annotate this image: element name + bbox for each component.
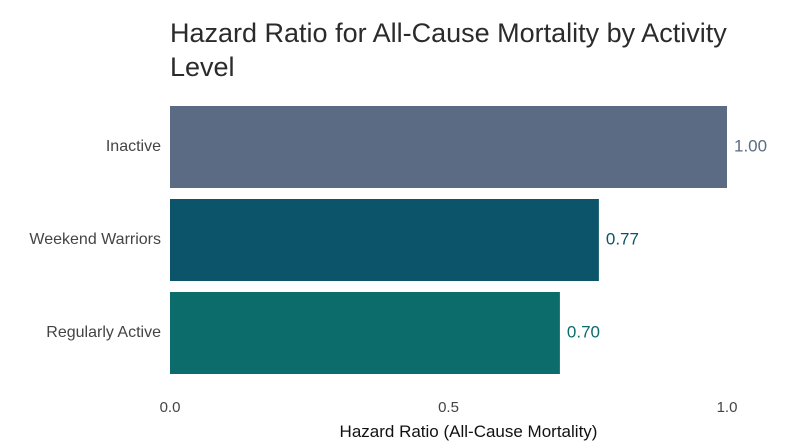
bars-group [170,106,727,374]
category-labels: Inactive Weekend Warriors Regularly Active [29,138,161,341]
x-tick-label: 0.0 [160,399,181,416]
x-tick-label: 0.5 [438,399,459,416]
value-label-weekend-warriors: 0.77 [606,229,639,248]
value-label-inactive: 1.00 [734,136,767,155]
bar-regularly-active [170,292,560,374]
x-tick-label: 1.0 [717,399,738,416]
category-label-weekend-warriors: Weekend Warriors [29,231,161,248]
value-labels: 1.00 0.77 0.70 [567,136,767,341]
bar-inactive [170,106,727,188]
x-tick-labels: 0.0 0.5 1.0 [160,399,738,416]
chart-title: Hazard Ratio for All-Cause Mortality by … [170,18,727,82]
x-axis-title: Hazard Ratio (All-Cause Mortality) [340,422,598,441]
category-label-inactive: Inactive [106,138,161,155]
category-label-regularly-active: Regularly Active [46,324,161,341]
value-label-regularly-active: 0.70 [567,322,600,341]
bar-weekend-warriors [170,199,599,281]
